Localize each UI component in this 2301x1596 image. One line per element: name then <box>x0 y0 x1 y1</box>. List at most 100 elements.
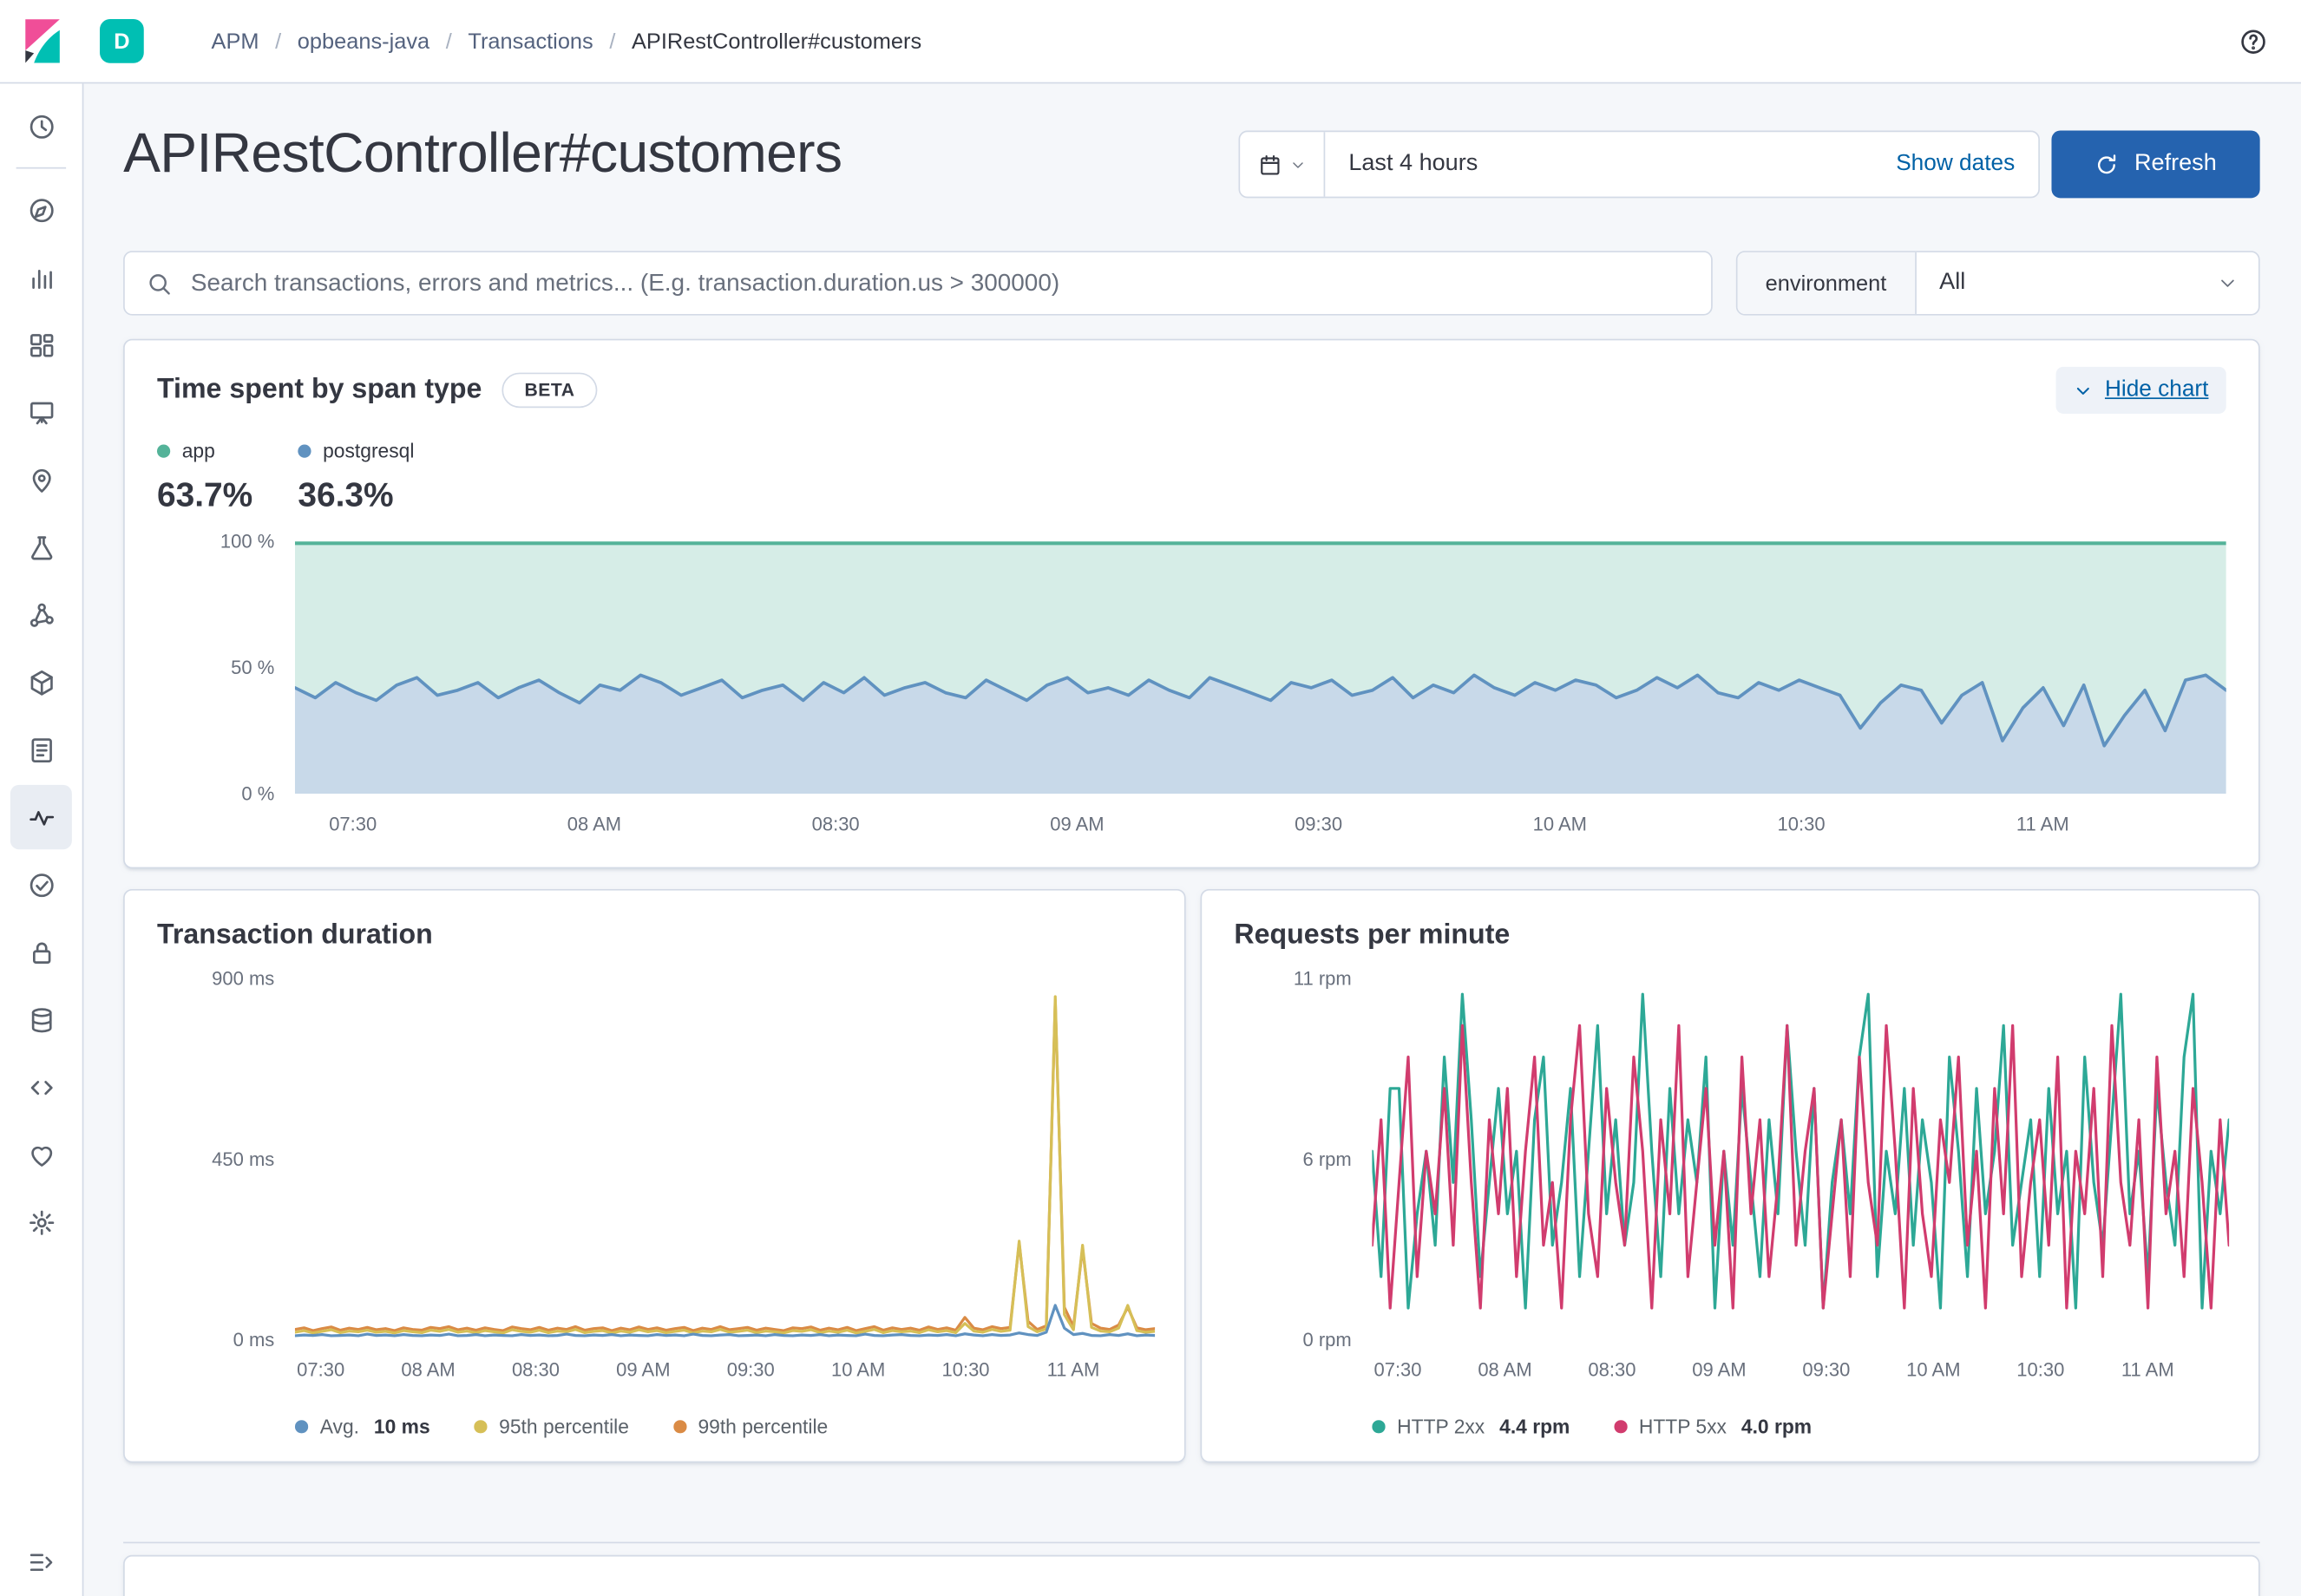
x-axis-label: 09 AM <box>1692 1358 1747 1381</box>
breadcrumb-separator: / <box>609 28 616 54</box>
machine-learning-icon <box>30 535 52 559</box>
x-axis-label: 09:30 <box>726 1358 775 1381</box>
fleet-icon <box>30 1007 51 1032</box>
legend-item-http-5xx[interactable]: HTTP 5xx 4.0 rpm <box>1614 1416 1812 1438</box>
siem-icon <box>32 941 50 964</box>
sidebar-item-metrics[interactable] <box>10 650 72 714</box>
x-axis-label: 10:30 <box>1777 812 1826 835</box>
breadcrumb-transactions[interactable]: Transactions <box>468 28 593 54</box>
monitoring-icon <box>30 1146 52 1166</box>
hide-chart-button[interactable]: Hide chart <box>2056 366 2226 414</box>
discover-icon <box>29 198 53 222</box>
transaction-duration-chart[interactable]: 900 ms 450 ms 0 ms <box>212 967 1156 1351</box>
x-axis-label: 07:30 <box>297 1358 345 1381</box>
x-axis-label: 11 AM <box>1046 1358 1100 1381</box>
card-title: Requests per minute <box>1234 919 1511 951</box>
legend-dot <box>1372 1420 1386 1434</box>
legend-dot <box>1614 1420 1628 1434</box>
refresh-button[interactable]: Refresh <box>2051 130 2260 199</box>
y-axis-label: 50 % <box>231 656 275 679</box>
sidebar-item-siem[interactable] <box>10 919 72 984</box>
x-axis-label: 10:30 <box>2016 1358 2065 1381</box>
y-axis-label: 0 % <box>241 782 275 805</box>
date-range-value[interactable]: Last 4 hours <box>1325 150 1887 180</box>
sidebar-item-canvas[interactable] <box>10 380 72 444</box>
legend-item-postgresql[interactable]: postgresql <box>298 440 414 462</box>
app-percentage: 63.7% <box>156 474 253 513</box>
y-axis-label: 900 ms <box>212 967 275 990</box>
sidebar-item-visualize[interactable] <box>10 245 72 309</box>
page-title: APIRestController#customers <box>123 123 842 186</box>
visualize-icon <box>31 269 52 289</box>
legend-dot <box>294 1420 309 1434</box>
x-axis-label: 10 AM <box>1906 1358 1961 1381</box>
x-axis: 07:30 08 AM 08:30 09 AM 09:30 10 AM 10:30 11 AM <box>295 806 2226 847</box>
environment-filter[interactable]: environment All <box>1735 251 2260 316</box>
apm-icon <box>29 810 54 825</box>
show-dates-link[interactable]: Show dates <box>1887 150 2038 180</box>
sidebar-item-apm[interactable] <box>10 784 72 850</box>
sidebar-item-fleet[interactable] <box>10 987 72 1051</box>
breadcrumb: APM / opbeans-java / Transactions / APIR… <box>212 29 922 54</box>
x-axis-label: 08:30 <box>811 812 860 835</box>
chart-legend: Avg. 10 ms 95th percentile 99th percenti… <box>294 1416 1155 1438</box>
refresh-icon <box>2098 154 2117 173</box>
help-button[interactable] <box>2232 20 2275 62</box>
legend-item-http-2xx[interactable]: HTTP 2xx 4.4 rpm <box>1372 1416 1570 1438</box>
sidebar-item-monitoring[interactable] <box>10 1122 72 1187</box>
card-title: Transaction duration <box>156 919 433 951</box>
side-nav <box>0 83 84 1596</box>
sidebar-item-maps[interactable] <box>10 448 72 512</box>
sidebar-item-dev-tools[interactable] <box>10 1055 72 1119</box>
legend-dot <box>298 444 311 458</box>
space-avatar[interactable]: D <box>100 18 144 63</box>
x-axis-label: 07:30 <box>329 812 377 835</box>
environment-filter-label: environment <box>1737 252 1917 314</box>
calendar-icon <box>1261 154 1280 174</box>
sidebar-item-discover[interactable] <box>10 178 72 242</box>
collapse-nav-button[interactable] <box>0 1547 82 1579</box>
sidebar-item-management[interactable] <box>10 1190 72 1254</box>
sidebar-item-uptime[interactable] <box>10 853 72 917</box>
collapse-nav-icon <box>30 1553 53 1571</box>
recently-viewed-clock-icon <box>29 114 53 138</box>
legend-item-avg[interactable]: Avg. 10 ms <box>294 1416 430 1438</box>
sidebar-item-machine-learning[interactable] <box>10 515 72 579</box>
graph-icon <box>30 602 53 626</box>
sidebar-item-logs[interactable] <box>10 717 72 782</box>
legend-dot <box>474 1420 488 1434</box>
calendar-menu-button[interactable] <box>1240 132 1326 197</box>
horizontal-rule <box>123 1541 2260 1544</box>
sidebar-divider <box>16 167 67 169</box>
search-input[interactable] <box>187 267 1691 299</box>
breadcrumb-separator: / <box>445 28 452 54</box>
breadcrumb-apm[interactable]: APM <box>211 28 259 54</box>
span-type-card: Time spent by span type BETA Hide chart … <box>123 338 2260 869</box>
y-axis-label: 11 rpm <box>1293 967 1352 990</box>
card-title: Time spent by span type <box>156 374 482 405</box>
transaction-duration-card: Transaction duration 900 ms 450 ms 0 ms 07… <box>123 888 1186 1463</box>
requests-per-minute-chart[interactable]: 11 rpm 6 rpm 0 rpm <box>1294 967 2230 1351</box>
x-axis-label: 08 AM <box>401 1358 456 1381</box>
x-axis-label: 08 AM <box>1478 1358 1532 1381</box>
span-type-chart[interactable]: 100 % 50 % 0 % <box>220 530 2226 805</box>
dashboard-icon <box>30 333 53 356</box>
super-date-picker: Last 4 hours Show dates <box>1238 130 2040 199</box>
legend-item-95th[interactable]: 95th percentile <box>474 1416 629 1438</box>
x-axis-label: 07:30 <box>1373 1358 1422 1381</box>
sidebar-item-dashboard[interactable] <box>10 312 72 376</box>
kibana-logo-icon[interactable] <box>17 16 68 67</box>
breadcrumb-current: APIRestController#customers <box>631 28 922 54</box>
maps-icon <box>31 468 50 492</box>
sidebar-item-graph[interactable] <box>10 582 72 646</box>
transactions-panel <box>123 1554 2260 1596</box>
x-axis-label: 09:30 <box>1802 1358 1851 1381</box>
breadcrumb-service[interactable]: opbeans-java <box>297 28 430 54</box>
metrics-icon <box>30 670 52 695</box>
sidebar-item-recently-viewed[interactable] <box>10 94 72 158</box>
legend-item-app[interactable]: app <box>156 440 298 462</box>
environment-filter-value: All <box>1939 270 1966 295</box>
x-axis: 07:30 08 AM 08:30 09 AM 09:30 10 AM 10:30 11 AM <box>1372 1351 2229 1392</box>
legend-item-99th[interactable]: 99th percentile <box>672 1416 828 1438</box>
x-axis-label: 10 AM <box>830 1358 886 1381</box>
